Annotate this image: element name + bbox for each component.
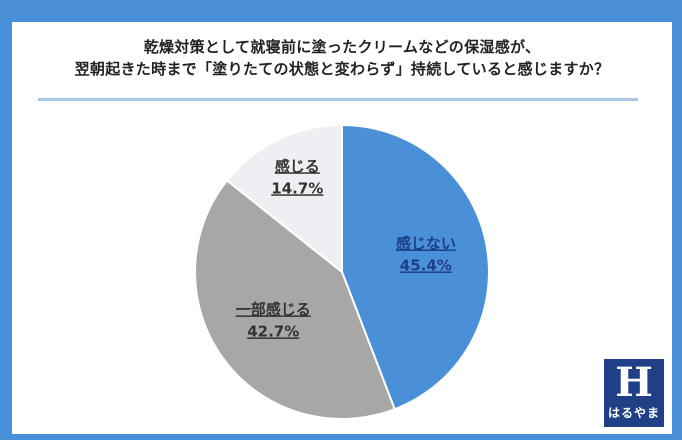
title-line-2: 翌朝起きた時まで「塗りたての状態と変わらず」持続していると感じますか？ xyxy=(74,60,610,78)
pie-slice-2 xyxy=(225,123,343,275)
haruyama-logo: H はるやま xyxy=(602,357,666,429)
pie-slice-0 xyxy=(341,123,490,411)
logo-wordmark: はるやま xyxy=(607,406,660,420)
chart-question-title: 乾燥対策として就寝前に塗ったクリームなどの保湿感が、 翌朝起きた時まで「塗りたて… xyxy=(12,36,672,80)
pie-slice-1 xyxy=(194,179,397,420)
pie-label-2: 感じる xyxy=(275,157,320,175)
pie-value-0: 45.4% xyxy=(400,256,452,274)
pie-value-1: 42.7% xyxy=(247,322,299,340)
logo-h-mark: H xyxy=(615,359,653,406)
pie-label-1: 一部感じる xyxy=(236,300,311,318)
title-divider xyxy=(38,98,638,101)
pie-label-0: 感じない xyxy=(396,234,456,252)
title-line-1: 乾燥対策として就寝前に塗ったクリームなどの保湿感が、 xyxy=(143,38,541,56)
pie-value-2: 14.7% xyxy=(271,179,323,197)
